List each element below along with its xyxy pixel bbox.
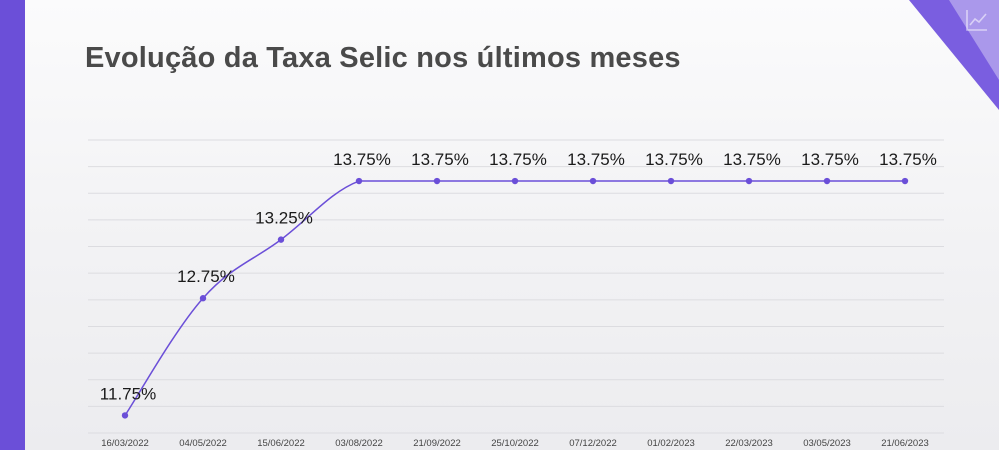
x-tick-label: 21/09/2022 [413,438,461,449]
data-label: 13.25% [255,209,313,228]
data-point [901,177,909,185]
data-label: 13.75% [333,150,391,169]
data-point [277,236,285,243]
data-label: 13.75% [879,150,937,169]
data-label: 13.75% [645,150,703,169]
x-tick-label: 07/12/2022 [569,438,617,449]
data-point [433,177,441,185]
x-tick-label: 03/05/2023 [803,438,851,449]
x-tick-label: 21/06/2023 [881,438,929,449]
x-tick-label: 03/08/2022 [335,438,383,449]
data-label: 13.75% [411,150,469,169]
x-tick-label: 22/03/2023 [725,438,773,449]
data-label: 13.75% [489,150,547,169]
data-labels: 11.75% 12.75% 13.25% 13.75% 13.75% 13.75% 13.7… [100,150,937,403]
x-tick-label: 25/10/2022 [491,438,539,449]
data-point [589,177,597,185]
data-points [121,177,909,419]
accent-bar [0,0,25,450]
data-point [745,177,753,185]
chart-title: Evolução da Taxa Selic nos últimos meses [85,42,681,74]
corner-decoration [909,0,999,110]
data-point [121,412,129,419]
data-point [199,295,207,302]
data-label: 11.75% [100,384,156,403]
data-point [355,177,363,185]
data-label: 13.75% [801,150,859,169]
series-line [124,180,905,416]
data-label: 13.75% [723,150,781,169]
data-label: 12.75% [177,267,235,286]
x-tick-label: 04/05/2022 [179,438,227,449]
data-label: 13.75% [567,150,625,169]
data-point [511,177,519,185]
gridlines [88,139,944,434]
x-tick-label: 15/06/2022 [257,438,305,449]
x-tick-label: 01/02/2023 [647,438,695,449]
data-point [667,177,675,185]
x-tick-label: 16/03/2022 [101,438,149,449]
x-axis-labels: 16/03/2022 04/05/2022 15/06/2022 03/08/2022… [101,438,929,449]
data-point [823,177,831,185]
line-chart-icon [966,10,987,31]
